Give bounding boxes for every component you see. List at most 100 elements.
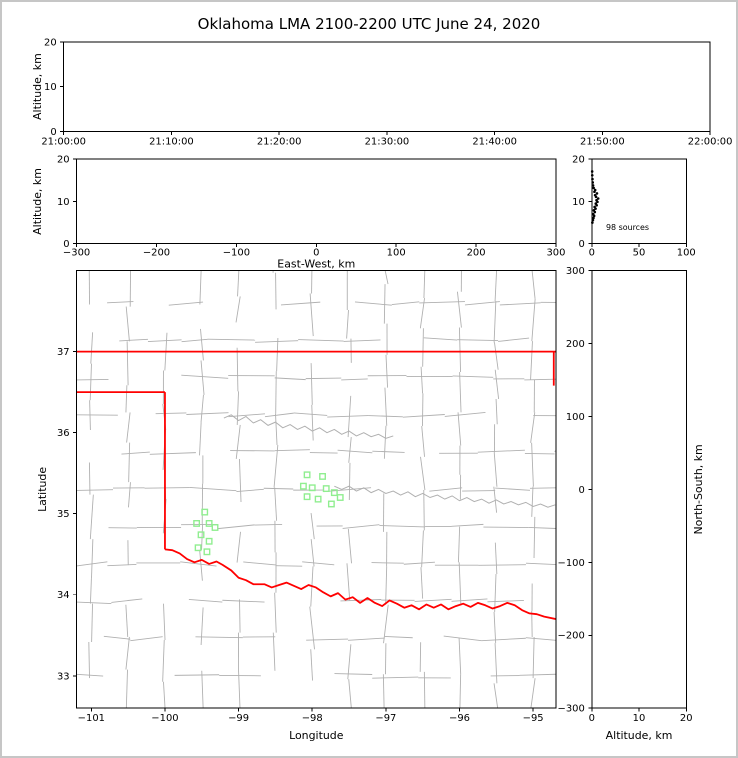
source-count-annotation: 98 sources [606, 223, 649, 232]
y-tick-label: 33 [57, 671, 70, 682]
y-tick-label: 37 [57, 347, 70, 358]
y-tick-label: 20 [44, 37, 57, 48]
y-tick-label: 100 [566, 412, 585, 423]
x-tick-label: −99 [228, 713, 249, 724]
y-tick-label: 200 [566, 339, 585, 350]
x-axis-label: East-West, km [277, 258, 355, 271]
panel-ns-altitude: 0 10 20 −300 −200 −100 0 100 200 300 North-South, … [558, 266, 706, 742]
station-marker [330, 489, 338, 497]
station-marker [327, 500, 335, 508]
x-tick-label: 21:20:00 [257, 136, 302, 147]
source-point [592, 209, 596, 212]
source-point [592, 216, 595, 220]
x-tick-label: 0 [589, 248, 595, 259]
x-tick-label: −96 [449, 713, 470, 724]
y-tick-label: 36 [57, 428, 70, 439]
x-tick-label: 20 [680, 713, 693, 724]
x-tick-label: 0 [589, 713, 595, 724]
station-marker [303, 493, 311, 501]
river-line [334, 485, 556, 508]
source-point [594, 202, 598, 205]
source-point [591, 221, 594, 224]
source-point [591, 177, 594, 181]
x-tick-label: 200 [467, 248, 486, 259]
axis-frame [591, 270, 687, 709]
source-point [595, 198, 598, 202]
station-marker [194, 544, 202, 552]
axis-frame [76, 158, 557, 245]
y-tick-label: 35 [57, 509, 70, 520]
x-tick-label: −200 [143, 248, 170, 259]
source-point [591, 218, 595, 222]
station-marker [197, 531, 205, 539]
x-tick-label: 300 [546, 248, 565, 259]
source-point [592, 186, 595, 190]
county-boundaries [76, 270, 556, 709]
station-marker [205, 520, 213, 527]
source-point [591, 184, 595, 187]
source-point [593, 205, 596, 209]
panel-time-altitude: 21:00:00 21:10:00 21:20:00 21:30:00 21:40:00… [31, 37, 733, 147]
station-marker [336, 494, 344, 501]
y-axis-label: Altitude, km [31, 53, 44, 120]
source-point [590, 170, 594, 173]
y-tick-label: −100 [558, 558, 585, 569]
y-tick-label: 20 [57, 155, 70, 166]
y-axis-label: Latitude [36, 467, 49, 512]
axis-frame [76, 270, 557, 709]
source-point [596, 197, 600, 200]
x-tick-label: −100 [223, 248, 250, 259]
x-tick-label: 22:00:00 [688, 136, 733, 147]
station-marker [314, 495, 322, 503]
station-marker [211, 524, 219, 531]
source-point [593, 188, 597, 192]
y-axis-label-right: North-South, km [692, 444, 705, 534]
y-tick-label: 20 [572, 155, 585, 166]
source-point [595, 192, 599, 195]
y-tick-label: 34 [57, 590, 70, 601]
station-marker [203, 548, 211, 556]
x-tick-label: 21:00:00 [41, 136, 86, 147]
x-tick-label: 21:10:00 [149, 136, 194, 147]
x-tick-label: 100 [677, 248, 696, 259]
source-point [591, 181, 595, 184]
panel-ew-altitude: −300 −200 −100 0 100 200 300 0 10 20 Altitude, km E… [31, 155, 566, 271]
y-tick-label: 0 [578, 239, 584, 250]
figure-title: Oklahoma LMA 2100-2200 UTC June 24, 2020 [197, 15, 541, 33]
x-tick-label: −100 [151, 713, 178, 724]
x-tick-label: −98 [302, 713, 323, 724]
x-tick-label: 21:40:00 [472, 136, 517, 147]
source-point [593, 193, 597, 197]
x-axis-label: Altitude, km [606, 729, 673, 742]
y-tick-label: 10 [44, 82, 57, 93]
x-tick-label: 10 [633, 713, 646, 724]
axis-frame [63, 41, 711, 132]
x-tick-label: 0 [313, 248, 319, 259]
x-tick-label: −300 [63, 248, 90, 259]
station-marker [322, 485, 330, 493]
source-point [590, 173, 594, 177]
station-marker [303, 471, 311, 479]
x-tick-label: 21:30:00 [365, 136, 410, 147]
y-tick-label: 10 [572, 197, 585, 208]
station-marker [299, 482, 307, 490]
station-marker [201, 508, 209, 516]
map-content [76, 270, 556, 709]
x-tick-label: 100 [387, 248, 406, 259]
station-marker [193, 520, 201, 527]
y-axis-label: Altitude, km [31, 168, 44, 235]
y-tick-label: −300 [558, 704, 585, 715]
x-tick-label: 21:50:00 [580, 136, 625, 147]
station-marker [319, 473, 326, 480]
y-tick-label: 0 [578, 485, 584, 496]
panel-map: −101 −100 −99 −98 −97 −96 −95 33 34 35 36 37 Latitud… [36, 270, 557, 742]
y-tick-label: 0 [50, 127, 56, 138]
river-line [223, 414, 394, 439]
source-point [591, 212, 595, 216]
panel-altitude-histogram: 0 50 100 0 10 20 98 sources [572, 155, 696, 259]
y-tick-label: 10 [57, 197, 70, 208]
x-tick-label: −97 [375, 713, 396, 724]
state-border-line [164, 548, 556, 620]
station-marker [308, 484, 316, 492]
